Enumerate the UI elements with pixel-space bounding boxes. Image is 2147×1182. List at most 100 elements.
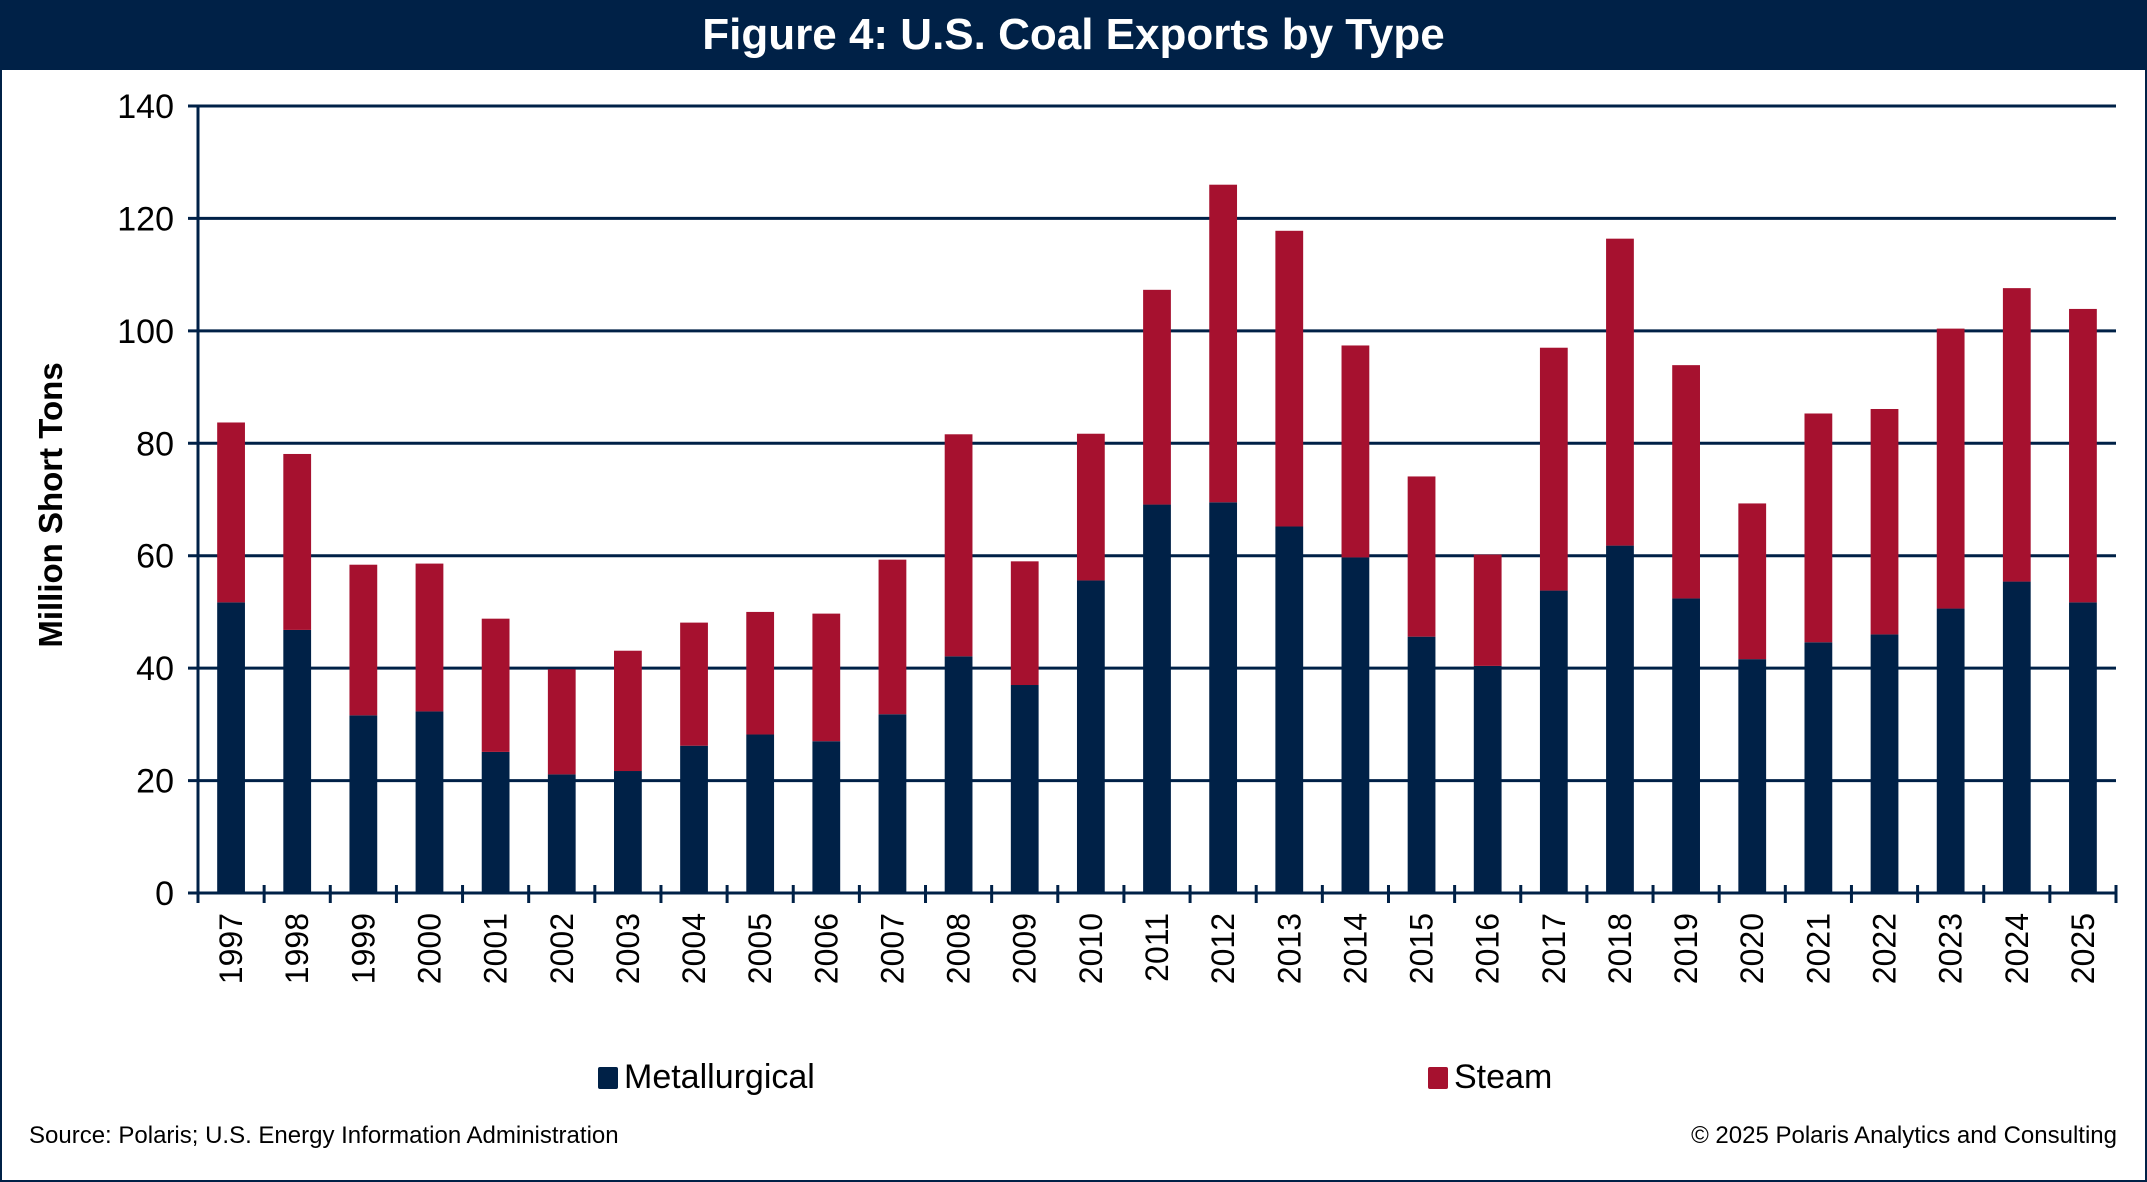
legend-item-metallurgical: Metallurgical <box>598 1058 815 1097</box>
x-tick-label: 2000 <box>411 913 447 984</box>
bar-steam-2002 <box>547 669 576 775</box>
bar-steam-2024 <box>2002 288 2031 582</box>
bar-metallurgical-2020 <box>1738 659 1767 893</box>
copyright-note: © 2025 Polaris Analytics and Consulting <box>1691 1122 2117 1149</box>
bar-steam-1999 <box>349 564 378 716</box>
bar-metallurgical-2001 <box>481 751 510 893</box>
x-tick-label: 2025 <box>2065 913 2101 984</box>
bar-steam-2000 <box>415 563 444 712</box>
x-tick-label: 2008 <box>941 913 977 984</box>
bars <box>217 184 2097 893</box>
legend-swatch-steam <box>1428 1066 1448 1089</box>
x-tick-label: 2005 <box>742 913 778 984</box>
legend-label-metallurgical: Metallurgical <box>624 1058 815 1096</box>
legend-swatch-metallurgical <box>598 1066 618 1089</box>
bar-steam-2019 <box>1672 365 1700 599</box>
bar-steam-1997 <box>217 422 245 603</box>
bar-metallurgical-2007 <box>878 714 907 893</box>
x-tick-label: 2022 <box>1867 913 1903 984</box>
bar-metallurgical-2019 <box>1672 598 1700 893</box>
bar-steam-2016 <box>1473 554 1502 666</box>
x-tick-label: 2024 <box>1999 913 2035 984</box>
x-tick-label: 1999 <box>345 913 381 984</box>
y-tick-label: 100 <box>117 313 174 351</box>
bar-steam-2001 <box>481 618 510 752</box>
bar-metallurgical-2005 <box>746 734 775 893</box>
source-note: Source: Polaris; U.S. Energy Information… <box>29 1122 619 1149</box>
bar-metallurgical-2025 <box>2069 602 2097 893</box>
bar-metallurgical-2010 <box>1076 580 1105 893</box>
x-tick-label: 2001 <box>478 913 514 984</box>
chart-title: Figure 4: U.S. Coal Exports by Type <box>0 0 2147 70</box>
y-tick-label: 20 <box>136 763 174 801</box>
bar-steam-2007 <box>878 559 907 715</box>
bar-steam-2006 <box>812 613 841 742</box>
bar-metallurgical-2024 <box>2002 581 2031 893</box>
bar-steam-2014 <box>1341 345 1370 558</box>
bar-steam-2022 <box>1870 408 1899 635</box>
x-tick-label: 2010 <box>1073 913 1109 984</box>
x-tick-label: 2014 <box>1337 913 1373 984</box>
bar-metallurgical-1997 <box>217 602 245 893</box>
bar-metallurgical-1999 <box>349 715 378 893</box>
bar-metallurgical-2004 <box>680 745 708 893</box>
bar-metallurgical-2008 <box>944 656 973 893</box>
x-tick-label: 2019 <box>1668 913 1704 984</box>
bar-metallurgical-2009 <box>1010 685 1039 893</box>
bar-metallurgical-2016 <box>1473 665 1502 893</box>
y-tick-label: 120 <box>117 200 174 238</box>
x-tick-label: 2004 <box>676 913 712 984</box>
bar-steam-2020 <box>1738 503 1767 660</box>
axes <box>188 106 2118 903</box>
x-tick-label: 2013 <box>1271 913 1307 984</box>
bar-steam-2010 <box>1076 433 1105 581</box>
bar-metallurgical-2011 <box>1143 504 1171 893</box>
x-tick-label: 2018 <box>1602 913 1638 984</box>
y-tick-label: 0 <box>155 875 174 913</box>
bar-metallurgical-2018 <box>1606 545 1634 893</box>
x-tick-label: 2023 <box>1933 913 1969 984</box>
bar-metallurgical-2002 <box>547 774 576 893</box>
bar-steam-2013 <box>1275 230 1304 527</box>
x-tick-label: 2007 <box>874 913 910 984</box>
bar-metallurgical-2014 <box>1341 557 1370 893</box>
x-tick-labels: 1997 1998 1999 2000 2001 2002 2003 2004 2005 2006… <box>213 913 2101 984</box>
bar-steam-2015 <box>1407 476 1436 637</box>
bar-steam-2012 <box>1209 184 1238 503</box>
x-tick-label: 2015 <box>1404 913 1440 984</box>
bar-steam-2021 <box>1804 413 1833 643</box>
bar-steam-2008 <box>944 434 973 657</box>
x-tick-label: 1998 <box>279 913 315 984</box>
y-tick-label: 60 <box>136 538 174 576</box>
y-tick-labels: 0 20 40 60 80 100 120 140 <box>117 88 174 913</box>
bar-metallurgical-2017 <box>1539 590 1568 893</box>
x-tick-label: 2002 <box>544 913 580 984</box>
y-axis-label: Million Short Tons <box>32 362 69 647</box>
bar-steam-2025 <box>2069 308 2097 603</box>
bar-metallurgical-2012 <box>1209 502 1238 893</box>
bar-metallurgical-2021 <box>1804 642 1833 893</box>
bar-steam-2023 <box>1936 328 1965 609</box>
bar-metallurgical-2015 <box>1407 636 1436 893</box>
y-tick-label: 40 <box>136 650 174 688</box>
bar-metallurgical-2003 <box>614 771 642 893</box>
legend-item-steam: Steam <box>1428 1058 1552 1097</box>
x-tick-label: 2011 <box>1139 913 1175 982</box>
y-tick-label: 140 <box>117 88 174 126</box>
y-tick-label: 80 <box>136 425 174 463</box>
bar-steam-2004 <box>680 622 708 746</box>
x-tick-label: 2016 <box>1470 913 1506 984</box>
bar-steam-2009 <box>1010 561 1039 686</box>
x-tick-label: 2003 <box>610 913 646 984</box>
x-tick-label: 2017 <box>1536 913 1572 984</box>
bar-metallurgical-2006 <box>812 741 841 893</box>
bar-metallurgical-2023 <box>1936 608 1965 893</box>
bar-steam-2005 <box>746 611 775 735</box>
bar-steam-2003 <box>614 650 642 772</box>
x-tick-label: 2020 <box>1734 913 1770 984</box>
bar-steam-1998 <box>283 453 312 630</box>
x-tick-label: 2012 <box>1205 913 1241 984</box>
bar-metallurgical-2000 <box>415 711 444 893</box>
bar-metallurgical-2022 <box>1870 634 1899 893</box>
